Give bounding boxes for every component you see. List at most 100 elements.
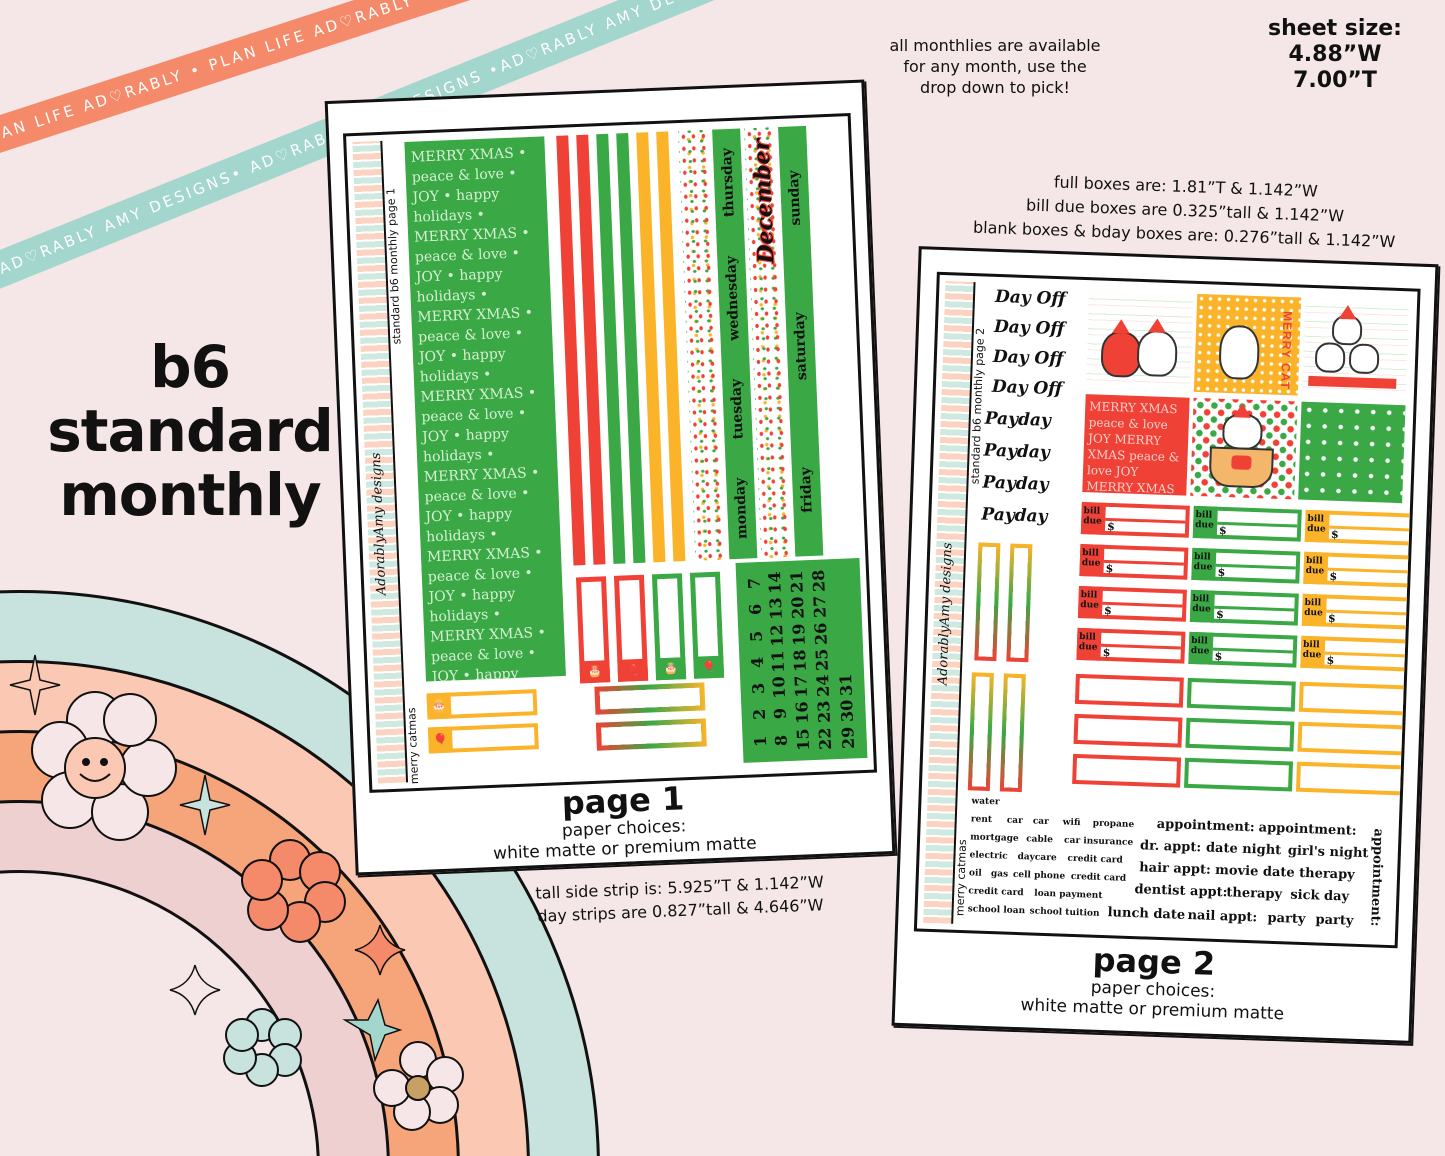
blank-gradient-box xyxy=(594,682,706,715)
tall-gradient-box xyxy=(1006,543,1033,663)
peace-love-pattern-strip: MERRY XMAS • peace & love • JOY • happy … xyxy=(404,136,566,682)
full-box-snowflakes xyxy=(1298,401,1406,504)
title-line-2: standard xyxy=(47,397,333,465)
blank-box xyxy=(1074,673,1184,708)
bill-due-box: bill due $ xyxy=(1076,627,1186,664)
cat-illustration xyxy=(1331,314,1363,346)
date-number: 29 xyxy=(837,726,858,750)
orange-flower-icon xyxy=(241,839,346,943)
day-monday: monday xyxy=(732,477,751,540)
word-sticker: loan payment xyxy=(1034,888,1103,901)
word-sticker: party xyxy=(1315,912,1354,929)
tall-gradient-box xyxy=(967,672,994,791)
day-friday: friday xyxy=(797,466,816,513)
sparkle-icon xyxy=(9,654,61,716)
day-thursday: thursday xyxy=(718,148,738,218)
word-sticker: school loan xyxy=(967,904,1026,917)
word-sticker: mortgage xyxy=(969,832,1019,845)
full-box-merry-cat: MERRY CAT xyxy=(1193,293,1302,396)
word-sticker-area: water rent car car wifi propane mortgage… xyxy=(967,796,1391,941)
day-off-sticker: Day Off xyxy=(993,316,1065,340)
full-box-cat-stack xyxy=(1301,297,1410,400)
word-sticker: propane xyxy=(1092,818,1135,831)
word-sticker: car xyxy=(1006,815,1024,827)
day-wednesday: wednesday xyxy=(723,255,743,341)
full-box-red-pattern: MERRY XMAS peace & love JOY MERRY XMAS p… xyxy=(1082,394,1190,496)
birthday-box: 🎂 xyxy=(651,573,687,681)
cake-icon: 🎂 xyxy=(655,657,687,681)
blank-box xyxy=(1298,681,1408,716)
month-title: December xyxy=(748,138,780,265)
sparkle-icon xyxy=(354,924,406,976)
payday-sticker: Payday xyxy=(982,472,1049,495)
word-sticker: wifi xyxy=(1062,817,1081,829)
note-line: sheet size: xyxy=(1268,16,1402,41)
word-sticker: credit card xyxy=(1070,871,1127,884)
bow-icon xyxy=(1231,455,1252,470)
word-sticker: rent xyxy=(970,814,993,826)
bill-due-box: bill due $ xyxy=(1077,585,1187,622)
full-box-cat-mug xyxy=(1190,397,1298,500)
strip-sizes-note: tall side strip is: 5.925”T & 1.142”W da… xyxy=(489,868,871,929)
sparkle-icon xyxy=(179,774,231,836)
word-sticker: movie date xyxy=(1214,862,1295,881)
smiley-flower-icon xyxy=(31,691,177,841)
word-sticker: car xyxy=(1032,816,1049,828)
sheet-2-content: standard b6 monthly page 2 AdorablyAmy d… xyxy=(913,271,1421,949)
note-line: drop down to pick! xyxy=(920,78,1070,97)
word-sticker: cable xyxy=(1025,834,1054,846)
balloon-icon: 🎈 xyxy=(693,655,725,679)
santa-hat-icon xyxy=(1147,318,1167,333)
word-sticker: dentist appt: xyxy=(1134,882,1228,901)
blank-gradient-box xyxy=(595,718,707,751)
date-number xyxy=(829,595,856,618)
day-saturday: saturday xyxy=(791,311,811,381)
balloon-icon: 🎈 xyxy=(617,658,649,682)
monthlies-note: all monthlies are available for any mont… xyxy=(855,35,1135,98)
word-sticker: therapy xyxy=(1226,885,1283,903)
payday-sticker: Payday xyxy=(983,440,1050,463)
word-sticker: nail appt: xyxy=(1187,907,1258,926)
date-number-grid: 7 14 21 28 6 13 20 27 5 12 19 26 4 11 18 25 3 10 17 24 3… xyxy=(735,558,868,763)
bill-due-box: bill due $ xyxy=(1191,547,1301,584)
date-number: 30 xyxy=(836,699,857,723)
word-sticker: lunch date xyxy=(1107,905,1186,923)
note-line: 7.00”T xyxy=(1293,68,1377,93)
bill-due-box: bill due $ xyxy=(1301,593,1411,630)
bill-due-box: bill due $ xyxy=(1303,551,1413,588)
sticker-sheet-page-2: standard b6 monthly page 2 AdorablyAmy d… xyxy=(891,246,1439,1044)
bill-due-box: bill due $ xyxy=(1080,502,1190,538)
daisy-flower-icon xyxy=(373,1041,464,1131)
birthday-box: 🎈 xyxy=(689,571,725,679)
cat-illustration xyxy=(1100,330,1142,378)
cat-illustration xyxy=(1218,324,1261,381)
bill-due-box: bill due $ xyxy=(1079,543,1189,580)
day-tuesday: tuesday xyxy=(728,378,747,440)
word-sticker: daycare xyxy=(1017,851,1057,864)
bday-box-cake: 🎂 xyxy=(426,689,538,720)
rainbow-flowers xyxy=(9,654,464,1131)
date-number xyxy=(828,568,855,591)
sparkle-icon xyxy=(169,964,221,1016)
date-number xyxy=(830,621,857,644)
word-sticker: credit card xyxy=(1067,853,1123,866)
word-sticker: school tuition xyxy=(1029,906,1100,919)
teal-flower-icon xyxy=(223,1008,302,1087)
day-sunday: sunday xyxy=(785,169,805,226)
word-sticker: sick day xyxy=(1290,887,1350,905)
day-off-sticker: Day Off xyxy=(991,376,1063,400)
full-box-cat-couple xyxy=(1085,290,1194,392)
sticker-sheet-page-1: standard b6 monthly page 1 AdorablyAmy d… xyxy=(324,79,896,876)
title-line-3: monthly xyxy=(59,461,321,529)
payday-sticker: Payday xyxy=(981,504,1048,527)
word-sticker: water xyxy=(971,796,1000,808)
note-line: all monthlies are available xyxy=(889,36,1101,55)
word-sticker: girl's night xyxy=(1287,843,1369,862)
word-sticker: party xyxy=(1267,910,1306,928)
day-off-sticker: Day Off xyxy=(992,346,1064,370)
bill-due-box: bill due $ xyxy=(1188,631,1298,668)
santa-hat-icon xyxy=(1338,304,1357,320)
blank-box xyxy=(1295,761,1405,796)
date-number: 31 xyxy=(835,673,856,697)
cake-icon: 🎂 xyxy=(579,660,611,684)
